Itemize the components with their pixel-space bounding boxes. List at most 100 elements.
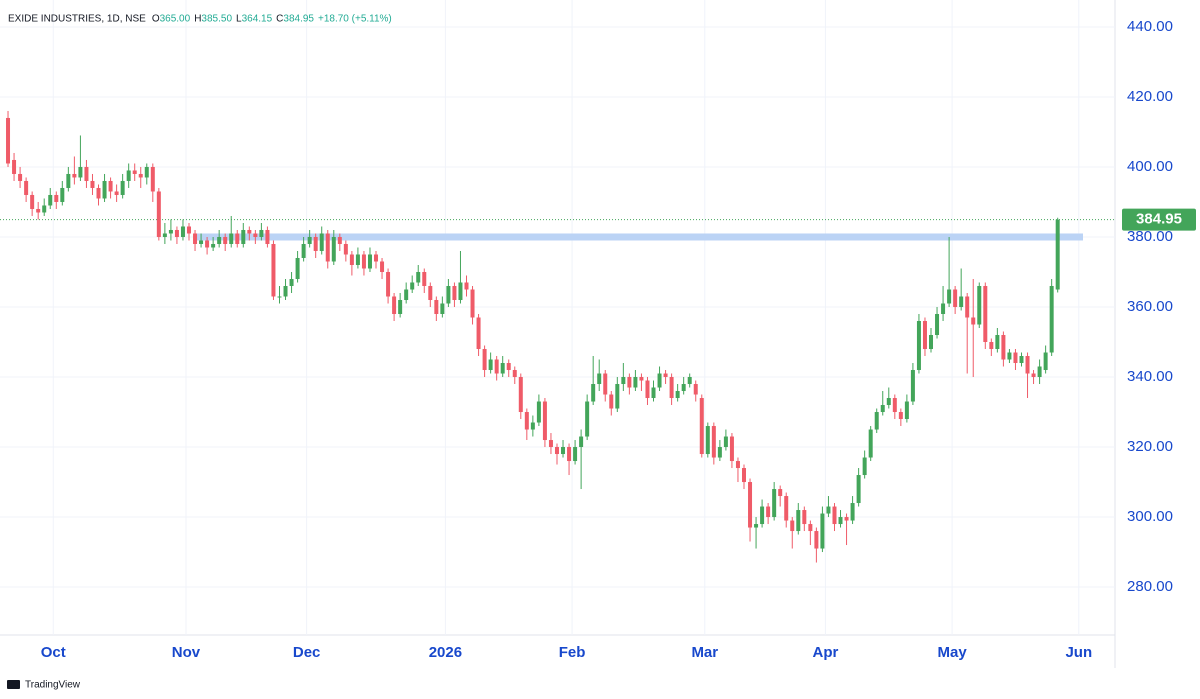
candle-body — [90, 180, 95, 188]
candle-body — [6, 117, 11, 164]
candle-body — [253, 233, 258, 237]
candle-body — [48, 194, 53, 206]
candle-body — [953, 289, 958, 307]
candle-body — [892, 398, 897, 413]
candle-body — [307, 236, 312, 244]
candle-body — [434, 299, 439, 314]
candle-body — [916, 321, 921, 371]
candle-body — [687, 377, 692, 385]
candle-body — [30, 194, 35, 209]
candle-body — [428, 285, 433, 300]
y-tick-label: 300.00 — [1127, 508, 1173, 525]
candle-body — [669, 377, 674, 399]
candle-body — [862, 457, 867, 476]
y-tick-label: 360.00 — [1127, 298, 1173, 315]
candle-body — [1025, 356, 1030, 374]
candle-body — [1055, 219, 1060, 290]
candle-body — [506, 363, 511, 371]
candle-body — [922, 321, 927, 350]
candle-body — [325, 233, 330, 262]
candle-body — [265, 229, 270, 244]
candle-body — [554, 447, 559, 455]
legend-header: EXIDE INDUSTRIES, 1D, NSE O 365.00 H 385.50… — [8, 14, 392, 25]
brand: TradingView — [7, 680, 81, 691]
candle-body — [440, 303, 445, 314]
candle-body — [880, 405, 885, 413]
candle-body — [241, 229, 246, 244]
candle-body — [54, 194, 59, 202]
candle-body — [168, 229, 173, 234]
candle-body — [965, 296, 970, 318]
candle-body — [12, 159, 17, 174]
candle-body — [96, 187, 101, 199]
candle-body — [735, 461, 740, 469]
candle-body — [138, 173, 143, 178]
candle-body — [754, 524, 759, 528]
candle-body — [717, 447, 722, 458]
candle-body — [681, 384, 686, 392]
candle-body — [404, 289, 409, 300]
y-tick-label: 440.00 — [1127, 18, 1173, 35]
candle-body — [60, 187, 65, 202]
candle-body — [295, 257, 300, 279]
candle-body — [651, 387, 656, 399]
candle-body — [488, 359, 493, 371]
candle-body — [114, 191, 119, 195]
symbol: EXIDE INDUSTRIES, 1D, NSE — [8, 14, 146, 25]
candle-body — [886, 398, 891, 406]
candle-body — [790, 520, 795, 532]
candle-body — [337, 236, 342, 244]
candle-body — [1019, 356, 1024, 364]
candle-body — [343, 243, 348, 255]
candle-body — [609, 394, 614, 409]
candle-body — [452, 285, 457, 300]
y-tick-label: 400.00 — [1127, 158, 1173, 175]
plot — [0, 110, 1115, 563]
candle-body — [380, 261, 385, 272]
candle-body — [772, 489, 777, 518]
x-tick-label: Apr — [813, 644, 839, 661]
candle-body — [856, 475, 861, 504]
x-tick-label: Nov — [172, 644, 201, 661]
field-key: L — [236, 14, 242, 25]
candle-body — [802, 510, 807, 525]
candle-body — [874, 412, 879, 430]
candle-body — [977, 285, 982, 325]
y-tick-label: 320.00 — [1127, 438, 1173, 455]
candle-body — [446, 285, 451, 304]
candle-body — [941, 303, 946, 314]
candle-body — [247, 229, 252, 234]
candle-body — [331, 236, 336, 262]
candle-body — [120, 180, 125, 195]
candle-body — [868, 429, 873, 458]
candle-body — [959, 296, 964, 307]
last-price-label: 384.95 — [1136, 211, 1182, 228]
x-tick-label: Oct — [41, 644, 66, 661]
y-tick-label: 280.00 — [1127, 578, 1173, 595]
candle-body — [844, 517, 849, 521]
candle-body — [217, 236, 222, 244]
candle-body — [615, 384, 620, 409]
candle-body — [947, 289, 952, 304]
candle-body — [796, 510, 801, 532]
y-tick-label: 380.00 — [1127, 228, 1173, 245]
candle-body — [126, 170, 131, 181]
candle-body — [784, 496, 789, 521]
candle-body — [283, 285, 288, 297]
candle-body — [1037, 366, 1042, 378]
candle-body — [693, 384, 698, 395]
candle-body — [84, 166, 89, 181]
candle-body — [476, 317, 481, 350]
x-tick-label: Mar — [691, 644, 718, 661]
candle-body — [277, 296, 282, 298]
candle-body — [542, 401, 547, 441]
candle-body — [319, 233, 324, 251]
candle-body — [1013, 352, 1018, 364]
candle-body — [36, 208, 41, 213]
candle-body — [187, 226, 192, 234]
candle-body — [102, 180, 107, 199]
candle-body — [935, 313, 940, 336]
candle-body — [675, 391, 680, 399]
